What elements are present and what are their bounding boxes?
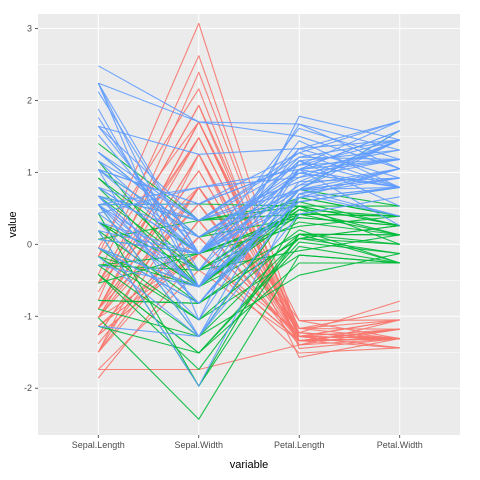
y-tick-label: -1 bbox=[24, 311, 32, 321]
series-line bbox=[97, 82, 400, 255]
series-line bbox=[97, 177, 400, 337]
series-line bbox=[98, 139, 400, 222]
x-tick-label: Sepal.Width bbox=[174, 440, 223, 450]
series-line bbox=[98, 213, 400, 284]
series-line bbox=[98, 186, 400, 255]
series-line bbox=[98, 253, 400, 337]
y-tick-label: -2 bbox=[24, 383, 32, 393]
series-line bbox=[98, 254, 400, 321]
series-line bbox=[97, 137, 400, 340]
series-line bbox=[97, 108, 400, 288]
series-line bbox=[98, 120, 400, 155]
y-tick-label: 0 bbox=[27, 239, 32, 249]
y-tick-label: 3 bbox=[27, 23, 32, 33]
x-tick-label: Petal.Width bbox=[377, 440, 423, 450]
series-line bbox=[97, 139, 400, 238]
x-tick-label: Sepal.Length bbox=[72, 440, 125, 450]
series-line bbox=[97, 203, 400, 342]
series-line bbox=[97, 160, 400, 337]
series-line bbox=[98, 172, 400, 238]
series-line bbox=[98, 65, 400, 170]
x-axis-title: variable bbox=[230, 459, 269, 471]
series-line bbox=[97, 168, 400, 255]
series-line bbox=[98, 120, 400, 205]
series-line bbox=[98, 225, 400, 304]
x-axis: Sepal.Length Sepal.Width Petal.Length Petal… bbox=[72, 435, 423, 450]
y-axis: -2 -1 0 1 2 3 bbox=[24, 23, 38, 393]
series-line bbox=[97, 233, 400, 321]
y-tick-label: 1 bbox=[27, 167, 32, 177]
series-line bbox=[98, 186, 400, 255]
series-group-3 bbox=[97, 65, 400, 387]
series-line bbox=[97, 125, 400, 222]
series-line bbox=[98, 139, 400, 214]
series-line bbox=[97, 189, 400, 288]
series-lines bbox=[97, 22, 400, 420]
series-line bbox=[97, 245, 400, 354]
series-line bbox=[97, 253, 400, 379]
series-line bbox=[97, 153, 400, 334]
series-line bbox=[97, 177, 400, 255]
y-axis-title: value bbox=[7, 211, 19, 237]
y-tick-label: 2 bbox=[27, 95, 32, 105]
series-line bbox=[98, 177, 400, 304]
series-line bbox=[98, 262, 400, 354]
series-line bbox=[98, 82, 400, 151]
x-tick-label: Petal.Length bbox=[274, 440, 325, 450]
series-line bbox=[97, 193, 400, 387]
series-line bbox=[97, 130, 400, 238]
series-line bbox=[98, 186, 400, 255]
